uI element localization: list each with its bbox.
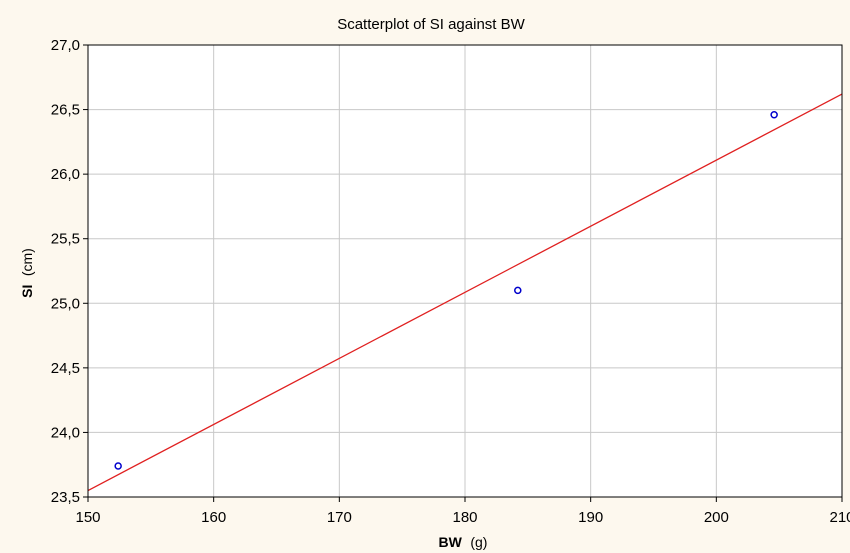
y-tick-label: 26,5 [51, 102, 80, 119]
x-axis-label-unit: (g) [470, 534, 487, 550]
x-tick-label: 160 [201, 509, 226, 526]
y-axis-label-unit: (cm) [19, 248, 35, 276]
chart-title: Scatterplot of SI against BW [337, 16, 525, 33]
y-tick-label: 23,5 [51, 489, 80, 506]
y-axis-label: SI (cm) [19, 248, 36, 298]
data-points [114, 110, 778, 470]
data-point [770, 110, 778, 119]
y-axis-label-name: SI [19, 285, 35, 298]
x-tick-label: 200 [704, 509, 729, 526]
y-tick-label: 25,0 [51, 295, 80, 312]
x-axis-label-name: BW [439, 534, 463, 550]
x-tick-label: 170 [327, 509, 352, 526]
y-tick-label: 27,0 [51, 37, 80, 54]
grid [88, 45, 842, 497]
x-tick-label: 190 [578, 509, 603, 526]
x-axis-label: BW (g) [439, 534, 488, 551]
y-tick-labels: 23,5 24,0 24,5 25,0 25,5 26,0 26,5 27,0 [51, 37, 88, 506]
x-tick-label: 210 [829, 509, 850, 526]
x-tick-label: 180 [452, 509, 477, 526]
x-tick-label: 150 [75, 509, 100, 526]
y-tick-label: 24,5 [51, 360, 80, 377]
y-tick-label: 26,0 [51, 166, 80, 183]
y-tick-label: 24,0 [51, 424, 80, 441]
data-point [514, 286, 522, 295]
x-tick-labels: 150 160 170 180 190 200 210 [75, 497, 850, 526]
data-point [114, 462, 122, 470]
fit-line [87, 93, 843, 492]
y-tick-label: 25,5 [51, 231, 80, 248]
